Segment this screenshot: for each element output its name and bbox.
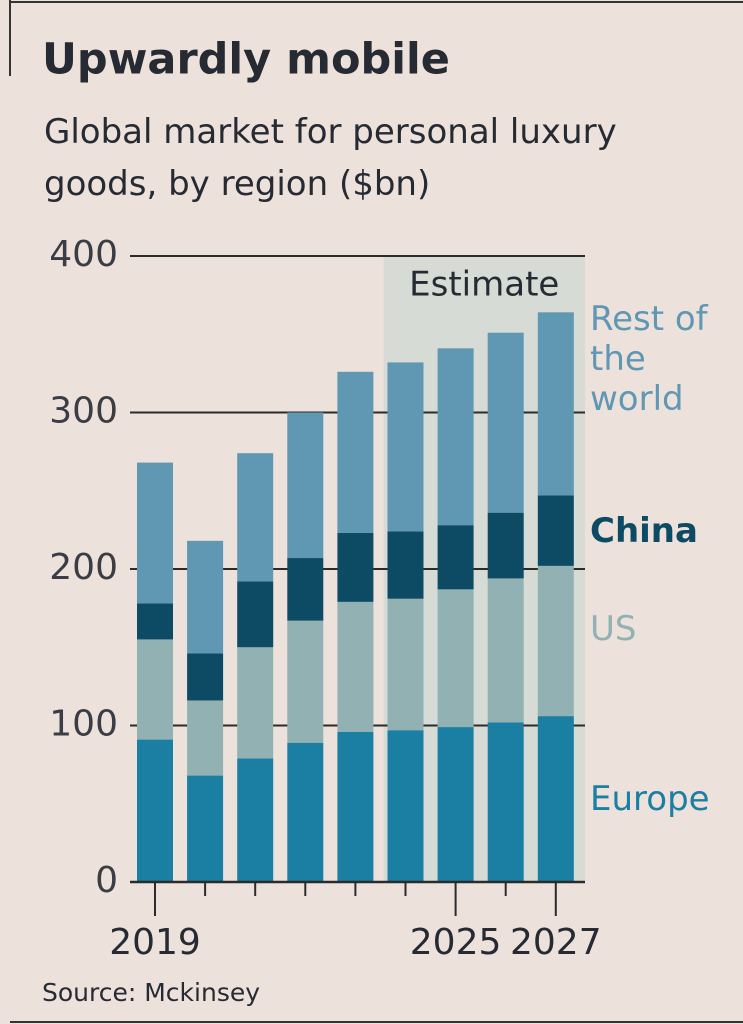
bar-segment [237, 453, 274, 582]
bar-segment [337, 731, 374, 882]
bar-segment [387, 362, 424, 532]
bar-segment [187, 775, 224, 882]
legend-label: Europe [590, 779, 710, 820]
legend-label: Rest of the world [590, 298, 708, 419]
bar-segment [337, 601, 374, 732]
bar-segment [537, 495, 574, 566]
bar-segment [287, 620, 324, 743]
y-tick-label: 100 [49, 704, 118, 745]
bar-segment [487, 722, 524, 882]
bar-segment [437, 727, 474, 882]
bar-segment [187, 700, 224, 776]
bar-segment [137, 462, 173, 604]
x-tick-label: 2025 [410, 922, 502, 963]
bar-segment [537, 565, 574, 717]
source: Source: Mckinsey [42, 978, 260, 1007]
bar-segment [287, 558, 324, 621]
chart-title: Upwardly mobile [42, 35, 450, 85]
estimate-label: Estimate [409, 265, 559, 305]
bar-segment [387, 598, 424, 731]
bar-segment [437, 589, 474, 728]
bar-segment [437, 525, 474, 590]
bar-segment [287, 742, 324, 882]
bar-segment [287, 412, 324, 559]
bar-segment [487, 578, 524, 723]
bar-segment [237, 647, 274, 759]
bar-segment [237, 758, 274, 882]
bar-segment [487, 332, 524, 513]
y-tick-label: 0 [95, 860, 118, 901]
y-tick-label: 200 [49, 547, 118, 588]
bar-segment [537, 716, 574, 882]
bar-segment [337, 533, 374, 602]
bar-segment [437, 348, 474, 526]
chart-subtitle: Global market for personal luxury goods,… [44, 112, 617, 204]
bar-segment [487, 512, 524, 579]
y-tick-label: 400 [49, 234, 118, 275]
y-tick-label: 300 [49, 391, 118, 432]
bar-segment [187, 540, 224, 654]
bar-segment [387, 531, 424, 599]
legend-label: US [590, 608, 637, 649]
bar-segment [187, 653, 224, 701]
bar-segment [387, 730, 424, 882]
bar-segment [237, 581, 274, 648]
legend-label: China [590, 510, 698, 551]
bar-segment [137, 739, 173, 882]
bar-segment [337, 371, 374, 534]
bar-segment [537, 312, 574, 496]
bar-segment [137, 639, 173, 740]
x-tick-label: 2027 [510, 922, 602, 963]
x-tick-label: 2019 [109, 922, 201, 963]
bar-segment [137, 603, 173, 640]
